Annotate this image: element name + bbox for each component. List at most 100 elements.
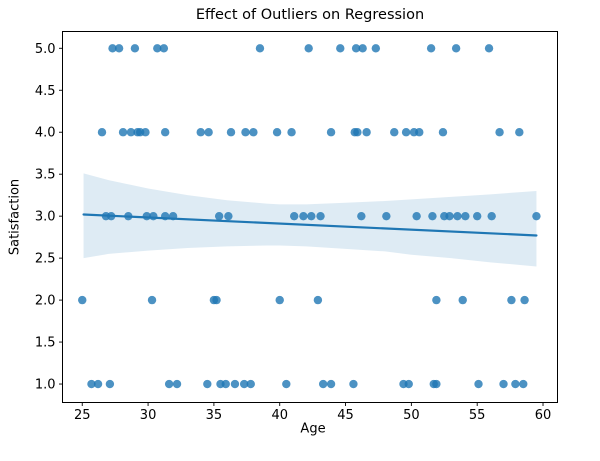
- scatter-point: [226, 128, 236, 137]
- y-axis-label: Satisfaction: [7, 178, 23, 256]
- scatter-point: [130, 44, 140, 53]
- scatter-point: [214, 211, 224, 221]
- x-tick-label: 35: [206, 408, 223, 423]
- scatter-point: [118, 128, 128, 137]
- scatter-point: [275, 295, 284, 305]
- scatter-point: [351, 44, 361, 53]
- scatter-point: [87, 379, 96, 389]
- scatter-point: [401, 128, 411, 137]
- x-tick-label: 30: [140, 408, 157, 423]
- scatter-point: [507, 295, 516, 305]
- y-tick-label: 3.5: [35, 168, 56, 183]
- scatter-point: [353, 128, 362, 137]
- regression-line: [82, 213, 538, 237]
- scatter-point: [432, 379, 441, 389]
- scatter-point: [484, 44, 494, 53]
- scatter-point: [142, 211, 151, 221]
- scatter-point: [147, 295, 157, 305]
- chart-title: Effect of Outliers on Regression: [195, 7, 425, 23]
- scatter-point: [224, 211, 233, 221]
- x-tick-label: 60: [535, 408, 552, 423]
- x-tick-label: 50: [403, 408, 420, 423]
- scatter-point: [160, 128, 170, 137]
- scatter-point: [432, 295, 441, 305]
- scatter-point: [487, 211, 496, 221]
- y-tick-label: 2.0: [35, 294, 56, 309]
- x-tick-label: 45: [337, 408, 354, 423]
- x-tick-label: 55: [469, 408, 486, 423]
- scatter-point: [453, 211, 462, 221]
- scatter-point: [212, 295, 221, 305]
- scatter-point: [126, 128, 136, 137]
- scatter-point: [426, 44, 436, 53]
- scatter-point: [472, 211, 482, 221]
- scatter-point: [172, 379, 182, 389]
- scatter-point: [318, 379, 328, 389]
- scatter-point: [149, 211, 158, 221]
- scatter-point: [153, 44, 162, 53]
- scatter-point: [390, 128, 399, 137]
- scatter-point: [230, 379, 240, 389]
- scatter-point: [336, 44, 345, 53]
- scatter-point: [461, 211, 470, 221]
- scatter-point: [204, 128, 213, 137]
- scatter-point: [451, 44, 461, 53]
- scatter-point: [371, 44, 381, 53]
- scatter-point: [499, 379, 508, 389]
- scatter-point: [159, 44, 169, 53]
- scatter-point: [357, 211, 366, 221]
- scatter-point: [141, 128, 150, 137]
- scatter-point: [105, 379, 115, 389]
- scatter-point: [358, 44, 367, 53]
- scatter-point: [168, 211, 178, 221]
- scatter-point: [404, 379, 413, 389]
- scatter-point: [124, 211, 133, 221]
- y-tick-label: 1.5: [35, 336, 56, 351]
- axes-frame: [62, 31, 558, 403]
- x-axis-label: Age: [300, 421, 326, 437]
- scatter-point: [313, 295, 323, 305]
- scatter-point: [239, 379, 249, 389]
- scatter-point: [299, 211, 308, 221]
- scatter-point: [304, 44, 313, 53]
- y-tick-label: 3.0: [35, 210, 56, 225]
- scatter-point: [428, 211, 437, 221]
- scatter-point: [196, 128, 205, 137]
- scatter-point: [532, 211, 541, 221]
- scatter-point: [290, 211, 299, 221]
- scatter-point: [221, 379, 230, 389]
- scatter-point: [97, 128, 107, 137]
- scatter-point: [519, 379, 528, 389]
- scatter-point: [415, 128, 424, 137]
- x-tick-label: 40: [271, 408, 288, 423]
- scatter-point: [107, 211, 116, 221]
- scatter-point: [307, 211, 316, 221]
- scatter-point: [246, 379, 255, 389]
- scatter-point: [520, 295, 529, 305]
- scatter-point: [474, 379, 483, 389]
- scatter-point: [326, 379, 336, 389]
- scatter-point: [349, 379, 358, 389]
- scatter-point: [515, 128, 524, 137]
- y-tick-label: 1.0: [35, 378, 56, 393]
- scatter-point: [241, 128, 250, 137]
- scatter-point: [412, 211, 421, 221]
- scatter-point: [362, 128, 371, 137]
- y-tick-label: 4.0: [35, 126, 56, 141]
- x-tick-label: 25: [74, 408, 91, 423]
- scatter-point: [282, 379, 291, 389]
- scatter-point: [249, 128, 258, 137]
- scatter-point: [164, 379, 174, 389]
- scatter-point: [316, 211, 325, 221]
- scatter-point: [114, 44, 124, 53]
- scatter-point: [326, 128, 336, 137]
- scatter-point: [382, 211, 391, 221]
- scatter-point: [108, 44, 117, 53]
- scatter-point: [458, 295, 467, 305]
- scatter-point: [255, 44, 265, 53]
- scatter-point: [203, 379, 212, 389]
- scatter-point: [160, 211, 170, 221]
- y-tick-label: 4.5: [35, 84, 56, 99]
